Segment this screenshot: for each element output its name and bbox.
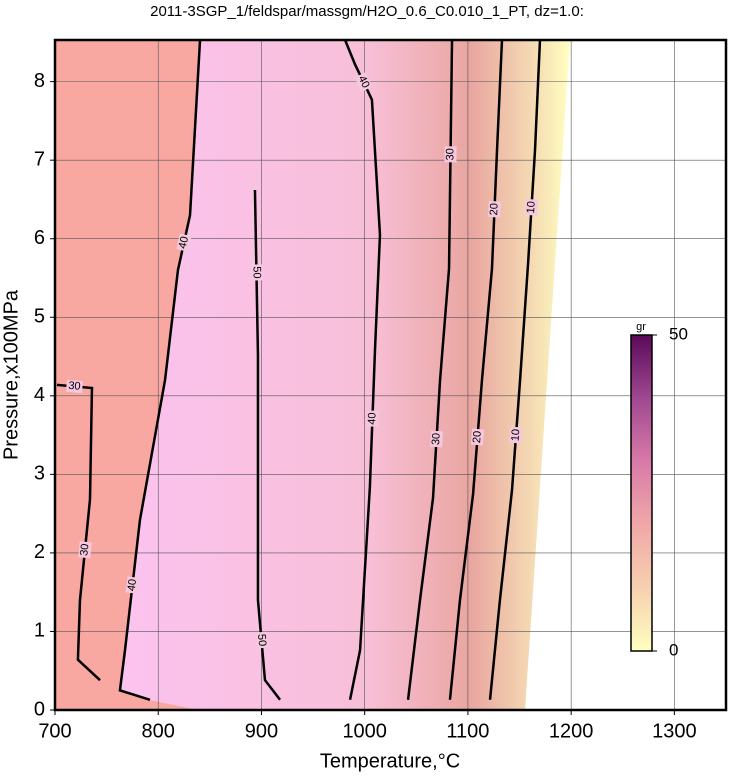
contour-label-bg	[366, 410, 379, 427]
contour-label: 20	[471, 430, 484, 443]
y-tick-label: 1	[34, 620, 45, 642]
contour-label: 40	[126, 578, 139, 592]
contour-label: 20	[488, 203, 501, 216]
contour-line	[343, 39, 382, 701]
contours: 10 10 20 20 30 30 40 40 50 50 40 40 30 30	[56, 39, 542, 701]
contour-label: 30	[68, 380, 81, 393]
contour-label: 10	[510, 429, 523, 442]
contour-label-bg	[525, 198, 538, 216]
colorbar-label: gr	[636, 321, 646, 333]
contour-label: 50	[250, 266, 262, 278]
x-tick-label: 1000	[342, 720, 387, 742]
y-tick-label: 2	[34, 541, 45, 563]
x-tick-label: 700	[38, 720, 71, 742]
contour-label: 40	[355, 74, 371, 90]
contour-label-bg	[254, 631, 269, 649]
y-tick-label: 8	[34, 70, 45, 92]
chart-title: 2011-3SGP_1/feldspar/massgm/H2O_0.6_C0.0…	[150, 3, 584, 20]
y-tick-label: 3	[34, 463, 45, 485]
colorbar: gr 0 50	[630, 321, 688, 659]
contour-label: 40	[177, 235, 191, 250]
contour-label: 40	[366, 412, 378, 425]
contour-label-bg	[250, 264, 263, 281]
contour-label-bg	[65, 379, 83, 394]
contour-label-bg	[488, 201, 501, 218]
contour-line	[118, 39, 202, 701]
contour-line	[448, 39, 504, 700]
y-axis-label: Pressure,x100MPa	[0, 289, 22, 460]
contour-line	[253, 190, 282, 701]
y-tick-label: 6	[34, 227, 45, 249]
contour-line	[488, 39, 542, 700]
colorbar-tick-label: 0	[669, 640, 678, 659]
x-axis-label: Temperature,°C	[320, 750, 460, 772]
field	[55, 40, 570, 710]
x-tick-label: 1100	[446, 720, 489, 742]
contour-label-bg	[470, 428, 485, 446]
contour-label-bg	[430, 430, 444, 448]
y-tick-label: 0	[34, 698, 45, 720]
contour-label-bg	[125, 576, 140, 594]
contour-label: 50	[255, 633, 268, 646]
contour-label: 10	[525, 201, 538, 214]
x-tick-label: 1200	[549, 720, 594, 742]
contour-label: 30	[78, 543, 91, 556]
contour-label-bg	[509, 426, 523, 444]
contour-label: 30	[430, 433, 443, 446]
colorbar-scale	[630, 334, 653, 652]
contour-label-bg	[78, 541, 92, 559]
colorbar-tick-label: 50	[669, 324, 688, 343]
x-tick-label: 800	[142, 720, 175, 742]
x-tick-label: 1300	[652, 720, 697, 742]
plot-frame	[53, 38, 728, 712]
y-tick-label: 7	[34, 148, 45, 170]
x-tick-label: 900	[245, 720, 278, 742]
y-tick-label: 4	[34, 384, 45, 406]
y-tick-label: 5	[34, 306, 45, 328]
contour-label: 30	[444, 148, 456, 160]
contour-label-bg	[354, 72, 373, 92]
contour-label-bg	[176, 233, 192, 252]
contour-label-bg	[444, 146, 457, 163]
